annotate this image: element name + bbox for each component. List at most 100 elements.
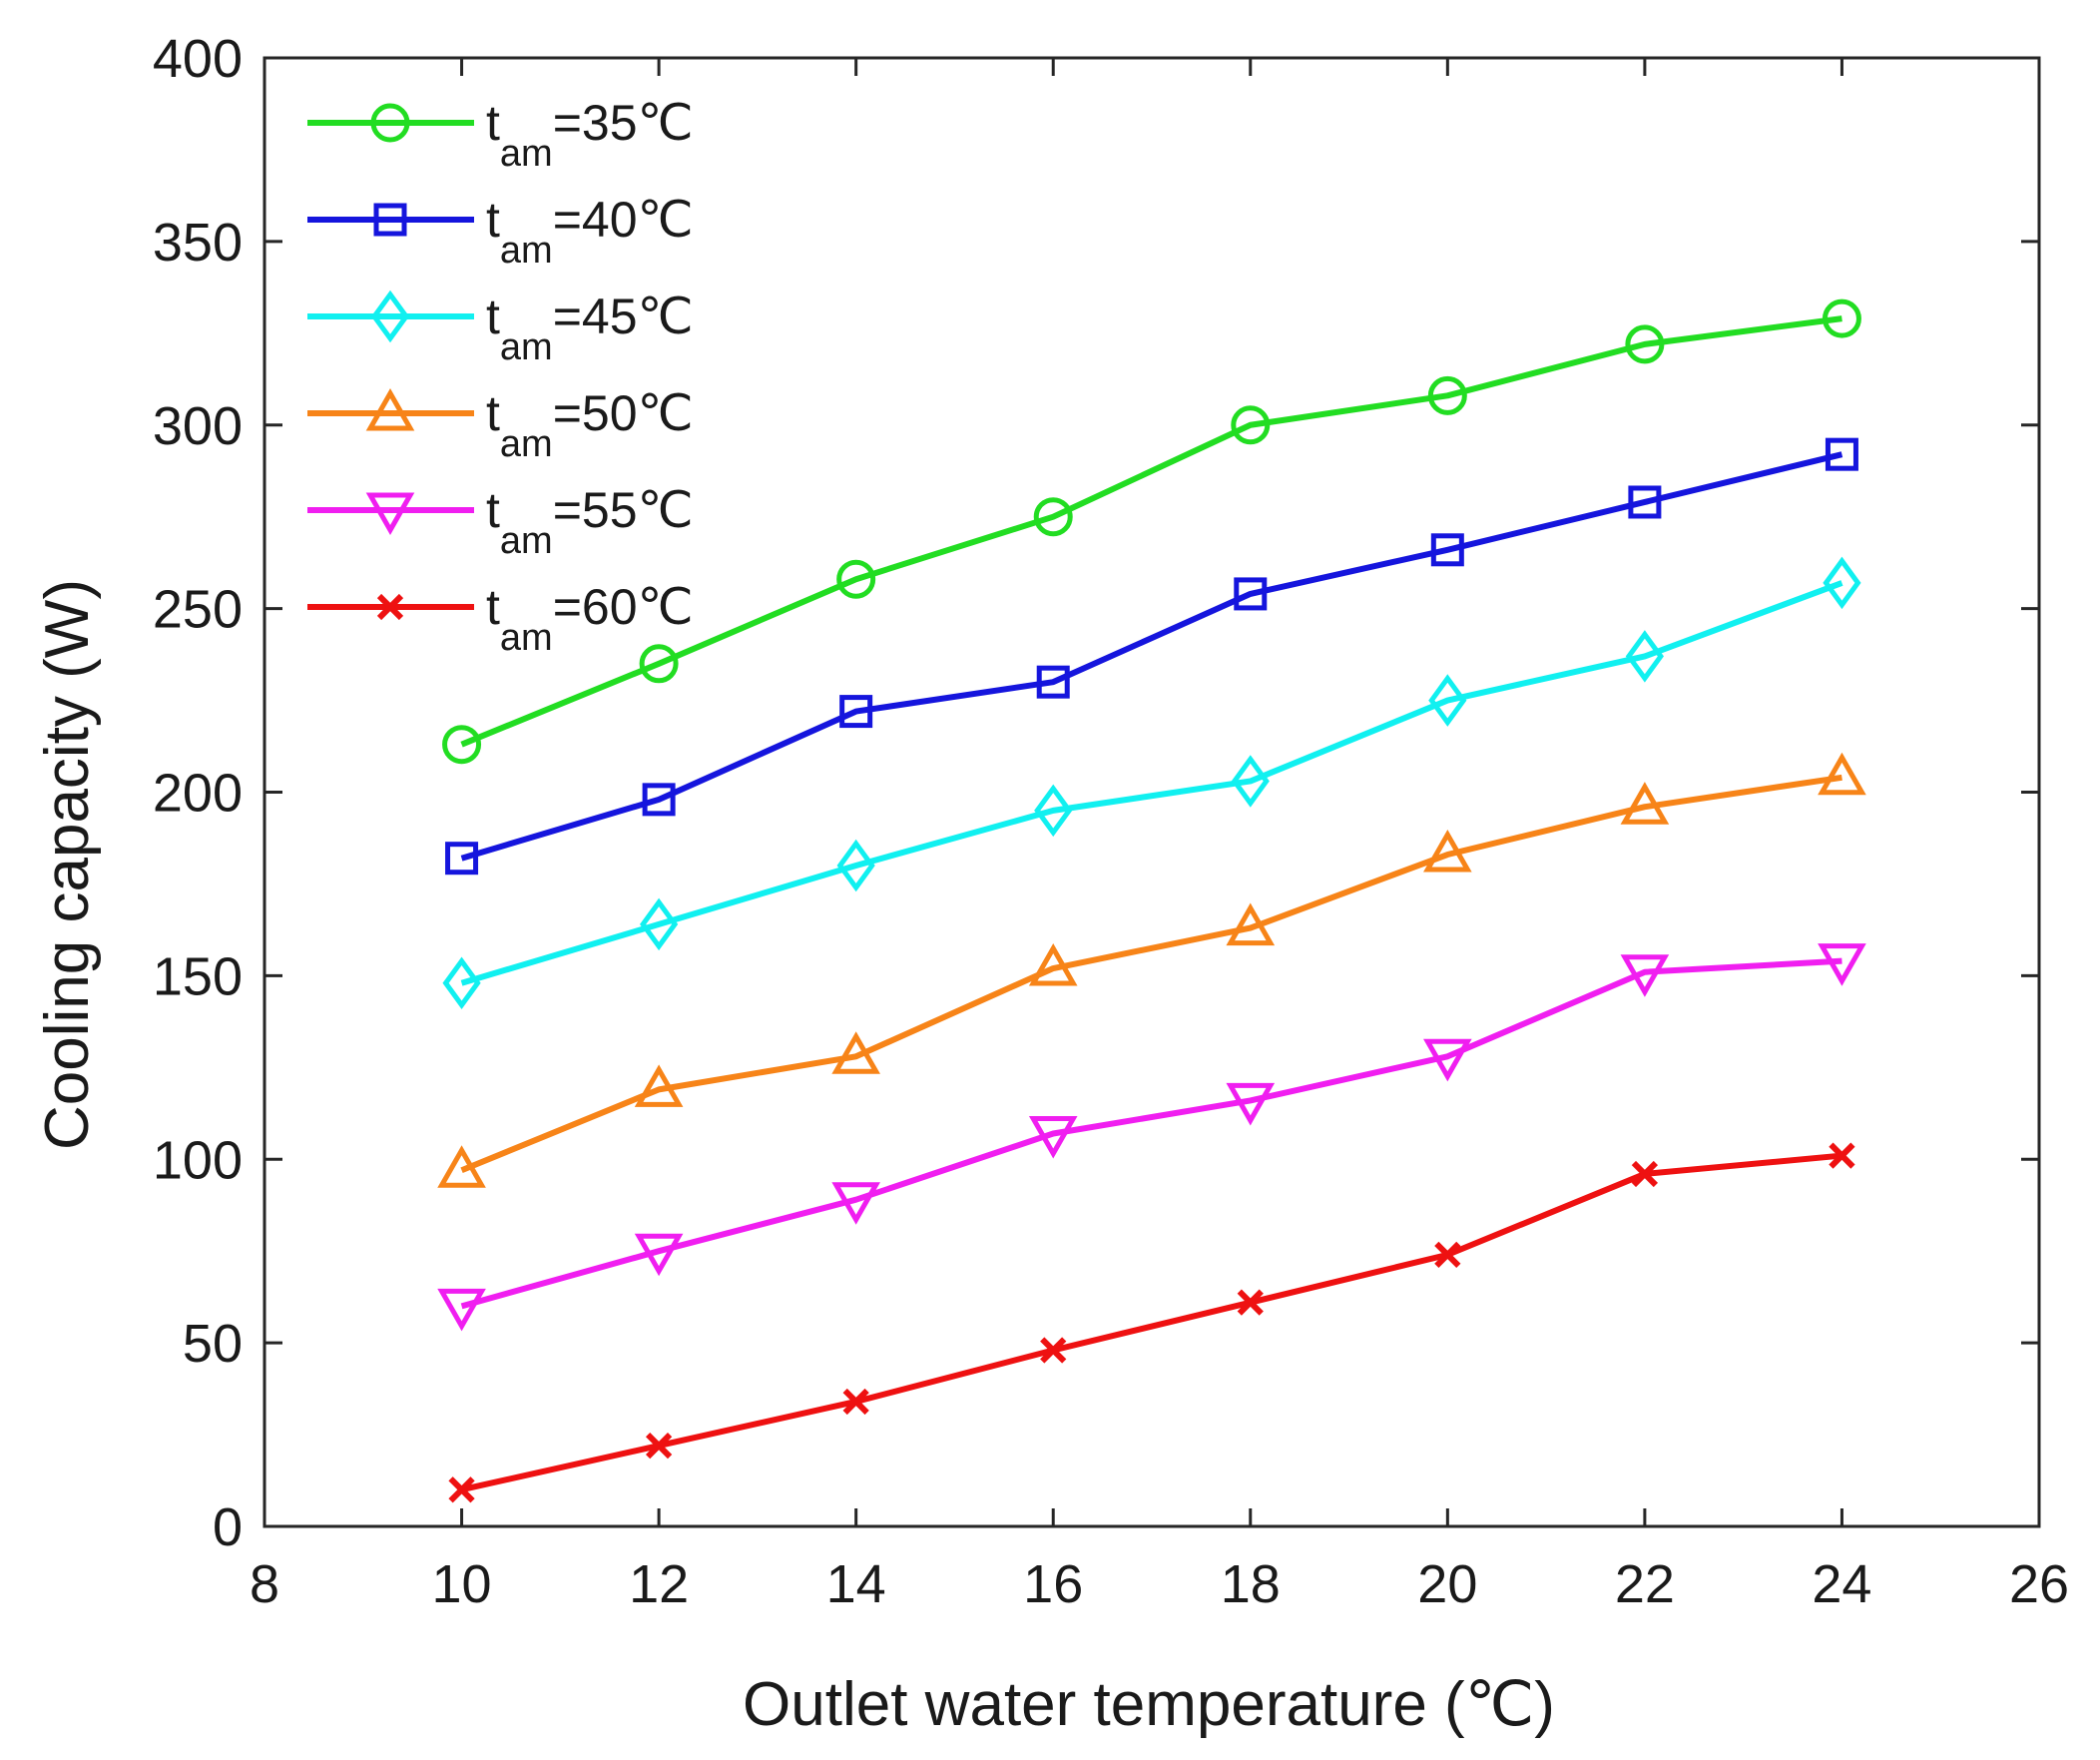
data-point [1822, 298, 1861, 338]
legend-label: tam=55℃ [486, 482, 694, 562]
series-3 [437, 752, 1866, 1188]
x-tick-label: 12 [629, 1554, 689, 1614]
legend-swatch-marker [376, 593, 404, 621]
data-point [1823, 556, 1861, 610]
data-point [1631, 1160, 1659, 1188]
series-4 [437, 943, 1866, 1332]
series-0 [442, 298, 1861, 765]
plot-area [262, 56, 2041, 1528]
data-point [639, 644, 679, 684]
series-line [460, 774, 1842, 1174]
series-line [460, 1152, 1842, 1493]
series-5 [448, 1142, 1855, 1503]
y-tick-label: 200 [153, 764, 243, 824]
plot-frame [262, 56, 2041, 1528]
data-point [1234, 577, 1268, 611]
series-line [460, 451, 1843, 862]
data-point [1428, 674, 1467, 727]
legend-item-3: tam=50℃ [307, 385, 694, 465]
series-line [460, 957, 1842, 1310]
x-tick-label: 26 [2009, 1554, 2069, 1614]
y-axis-title: Cooling capacity (W) [33, 579, 102, 1150]
legend-item-0: tam=35℃ [307, 95, 694, 175]
data-point [437, 1288, 486, 1332]
legend-swatch-marker [370, 290, 410, 343]
series-line [460, 315, 1842, 748]
y-tick-label: 400 [153, 29, 243, 89]
series-layer [437, 298, 1866, 1503]
data-point [642, 783, 676, 817]
y-tick-label: 100 [153, 1130, 243, 1190]
legend-label: tam=50℃ [486, 385, 694, 465]
data-point [1625, 630, 1664, 683]
y-tick-label: 50 [183, 1314, 243, 1374]
legend-label: tam=40℃ [486, 192, 694, 272]
data-point [645, 1432, 673, 1460]
x-axis: 8 10 12 14 16 18 20 22 24 26 [250, 58, 2069, 1614]
data-point [442, 956, 481, 1009]
data-point [634, 1064, 684, 1107]
data-point [1818, 752, 1866, 796]
legend-item-2: tam=45℃ [307, 289, 694, 368]
legend-swatch-marker [365, 387, 415, 431]
data-point [1036, 665, 1070, 699]
data-point [1231, 405, 1271, 445]
data-point [442, 725, 482, 765]
data-point [1423, 829, 1472, 873]
data-point [1033, 497, 1073, 537]
data-point [445, 842, 479, 876]
legend-label: tam=60℃ [486, 579, 694, 659]
x-axis-title: Outlet water temperature (℃) [743, 1670, 1555, 1739]
data-point [836, 839, 875, 892]
data-point [1430, 533, 1464, 567]
data-point [842, 1388, 869, 1416]
legend-item-4: tam=55℃ [307, 482, 694, 562]
y-axis: 0 50 100 150 200 250 300 350 400 [153, 29, 2039, 1557]
x-tick-label: 10 [432, 1554, 492, 1614]
y-tick-label: 250 [153, 580, 243, 640]
legend-swatch-marker [370, 103, 410, 143]
x-tick-label: 20 [1417, 1554, 1477, 1614]
data-point [1620, 954, 1670, 997]
data-point [1028, 1116, 1078, 1159]
data-point [634, 1233, 684, 1277]
x-tick-label: 8 [250, 1554, 279, 1614]
data-point [831, 1182, 880, 1225]
data-point [1427, 375, 1467, 415]
legend-item-1: tam=40℃ [307, 192, 694, 272]
legend: tam=35℃ tam=40℃ tam=45℃ tam=50℃ tam=55℃ tam=6… [307, 95, 694, 659]
data-point [1226, 1082, 1276, 1126]
data-point [831, 1031, 880, 1074]
series-line [460, 580, 1843, 986]
data-point [1829, 1142, 1855, 1169]
x-tick-label: 14 [826, 1554, 886, 1614]
data-point [1028, 942, 1078, 986]
legend-label: tam=35℃ [486, 95, 694, 175]
data-point [839, 695, 873, 729]
data-point [1226, 902, 1276, 946]
data-point [1237, 1289, 1264, 1316]
data-point [1434, 1241, 1461, 1268]
legend-swatch-marker [373, 203, 407, 237]
legend-item-5: tam=60℃ [307, 579, 694, 659]
data-point [1628, 485, 1662, 519]
data-point [437, 1145, 486, 1188]
data-point [1040, 1337, 1067, 1364]
x-tick-label: 24 [1812, 1554, 1871, 1614]
x-tick-label: 18 [1221, 1554, 1281, 1614]
legend-label: tam=45℃ [486, 289, 694, 368]
x-tick-label: 22 [1615, 1554, 1675, 1614]
y-tick-label: 350 [153, 213, 243, 273]
data-point [1818, 943, 1866, 986]
data-point [1423, 1038, 1472, 1082]
data-point [1034, 784, 1073, 838]
y-tick-label: 0 [213, 1497, 243, 1557]
data-point [836, 559, 876, 599]
data-point [1625, 324, 1665, 364]
series-2 [442, 556, 1861, 1009]
y-tick-label: 150 [153, 946, 243, 1006]
x-tick-label: 16 [1023, 1554, 1083, 1614]
series-1 [445, 437, 1858, 876]
data-point [1620, 782, 1670, 825]
